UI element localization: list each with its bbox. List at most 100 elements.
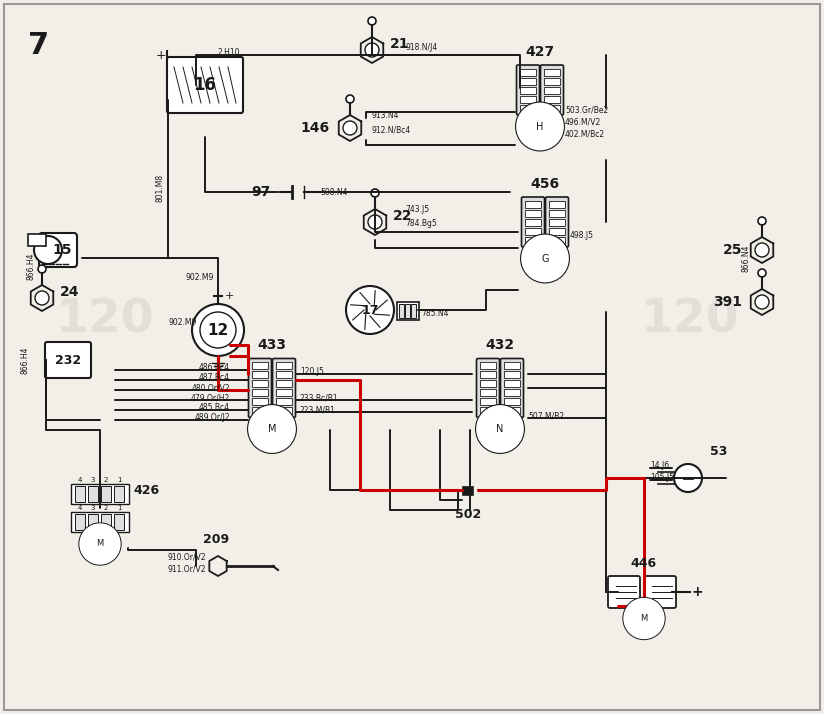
Bar [411,304,416,318]
Text: 232: 232 [55,353,81,366]
Text: 446: 446 [631,557,657,570]
FancyBboxPatch shape [608,576,640,608]
Bar [405,304,410,318]
Bar [463,487,473,495]
Bar [480,362,496,369]
Bar [520,104,536,111]
Bar [549,201,565,208]
Bar [520,96,536,103]
FancyBboxPatch shape [45,342,91,378]
Text: 489.Or/J2: 489.Or/J2 [194,413,230,422]
Text: G: G [541,253,549,263]
Text: 911.Or/V2: 911.Or/V2 [167,565,206,574]
Bar [504,380,520,387]
Bar [504,398,520,405]
Bar [276,371,292,378]
Text: 402.M/Bc2: 402.M/Bc2 [565,129,605,138]
FancyBboxPatch shape [541,65,564,115]
Text: 743.J5: 743.J5 [405,205,429,214]
Text: 24: 24 [60,285,79,299]
Bar [544,96,560,103]
Text: 209: 209 [203,533,229,546]
Text: M: M [268,424,276,434]
Bar [504,362,520,369]
Text: 12: 12 [208,323,228,338]
Bar [71,512,129,532]
Text: 427: 427 [526,44,555,59]
Text: 785.N4: 785.N4 [421,309,448,318]
Text: 508.N4: 508.N4 [320,188,348,196]
Bar [276,380,292,387]
Bar [525,209,541,216]
Bar [252,407,268,414]
Text: 480.Or/V2: 480.Or/V2 [191,383,230,392]
Text: 503.Gr/Be2: 503.Gr/Be2 [565,105,608,114]
Bar [252,371,268,378]
Text: M: M [96,540,104,548]
Bar [75,486,85,502]
Text: 902.M9: 902.M9 [168,318,196,327]
Circle shape [346,95,354,103]
FancyBboxPatch shape [39,233,77,267]
Bar [480,380,496,387]
Bar [504,407,520,414]
Bar [504,389,520,396]
Text: 17: 17 [361,303,379,316]
Text: 105.J5: 105.J5 [650,473,674,482]
Text: N: N [496,424,503,434]
Text: 479.Or/H2: 479.Or/H2 [190,393,230,402]
Bar [28,234,46,246]
Text: M: M [640,614,648,623]
Text: 801.M8: 801.M8 [156,174,165,202]
Circle shape [35,291,49,305]
Text: 2.H10: 2.H10 [217,48,240,57]
Text: 432: 432 [485,338,514,352]
Text: H: H [536,121,544,131]
Text: 507.M/B2: 507.M/B2 [528,411,564,420]
Text: 15: 15 [52,243,72,257]
Text: 913.N4: 913.N4 [372,111,400,120]
Bar [520,69,536,76]
Bar [480,371,496,378]
Text: 4: 4 [77,505,82,511]
Text: 1: 1 [117,505,121,511]
Bar [276,362,292,369]
Circle shape [346,286,394,334]
Text: 21: 21 [390,37,410,51]
Bar [252,380,268,387]
Text: 4: 4 [77,477,82,483]
Text: 1: 1 [117,477,121,483]
Text: +: + [156,49,166,61]
Text: 866.H4: 866.H4 [26,253,35,280]
Circle shape [200,312,236,348]
Bar [520,78,536,84]
Text: 3: 3 [91,477,96,483]
Text: 3: 3 [91,505,96,511]
Text: 902.M9: 902.M9 [185,273,213,282]
Circle shape [343,121,357,135]
Text: 866.H4: 866.H4 [21,346,30,373]
Text: 485.Bc4: 485.Bc4 [199,403,230,412]
FancyBboxPatch shape [167,57,243,113]
Bar [544,69,560,76]
Text: 22: 22 [393,209,413,223]
Circle shape [758,269,766,277]
FancyBboxPatch shape [500,358,523,418]
Bar [520,86,536,94]
Bar [549,236,565,243]
Circle shape [755,243,769,257]
Bar [276,407,292,414]
FancyBboxPatch shape [545,197,569,247]
Circle shape [368,17,376,25]
FancyBboxPatch shape [644,576,676,608]
Text: 53: 53 [710,445,728,458]
Text: 487.Bc4: 487.Bc4 [199,373,230,382]
Bar [480,407,496,414]
Bar [252,362,268,369]
Bar [525,228,541,234]
Bar [544,104,560,111]
Bar [276,398,292,405]
FancyBboxPatch shape [476,358,499,418]
Text: 496.M/V2: 496.M/V2 [565,117,602,126]
Text: 16: 16 [194,76,217,94]
